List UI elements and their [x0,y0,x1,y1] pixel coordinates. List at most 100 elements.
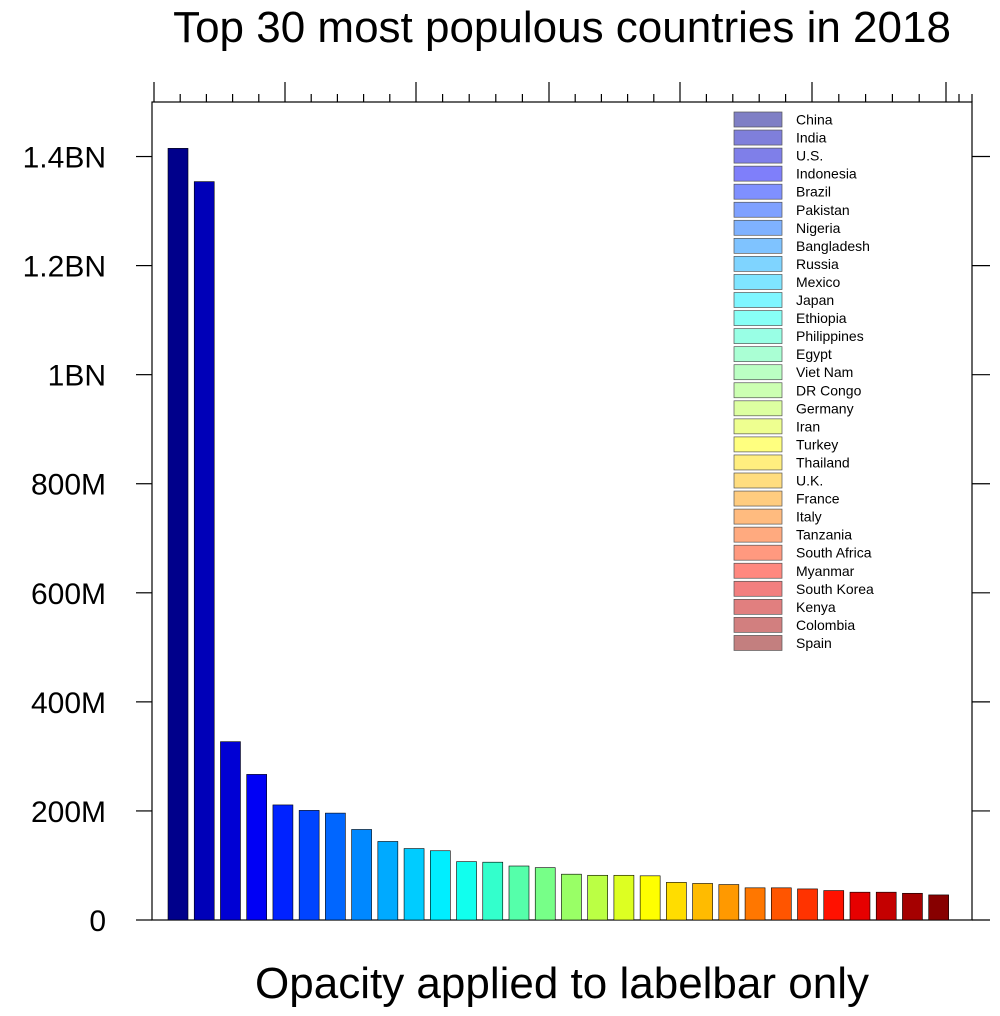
legend-label: Kenya [796,599,836,615]
legend-swatch [733,562,783,579]
legend-swatch [733,201,783,218]
bar [403,848,425,921]
legend-swatch [733,346,783,362]
legend-swatch [733,165,783,182]
legend-label: Myanmar [796,563,855,579]
y-tick-label: 800M [31,469,106,502]
bars [167,148,949,921]
legend-label: Viet Nam [796,364,853,380]
bar [325,812,346,921]
legend-swatch [733,472,783,489]
top-ticks [153,82,973,102]
legend-swatch [733,147,783,164]
bar [508,865,530,921]
y-tick-label: 600M [31,578,106,611]
legend-swatch [733,364,783,381]
y-tick-label: 1BN [48,360,106,393]
bar [561,873,582,921]
legend-label: Turkey [796,436,838,452]
legend-swatch [733,111,783,128]
y-tick-label: 1.2BN [23,251,106,284]
legend-label: Russia [796,256,839,272]
bar [692,883,713,921]
legend-label: Egypt [796,346,832,362]
bar [797,888,818,921]
legend-swatch [733,256,783,272]
legend-label: Japan [796,292,834,308]
y-axis: 0 200M 400M 600M 800M 1BN 1.2BN 1.4BN [23,142,990,938]
legend-swatch [733,508,783,525]
bar [298,810,320,921]
y-tick-label: 200M [31,796,106,829]
legend-label: Germany [796,400,854,416]
legend-swatch [733,129,783,146]
legend-swatch [733,400,783,417]
legend-label: Bangladesh [796,238,870,254]
bar [220,741,241,921]
legend-label: Nigeria [796,220,841,236]
legend-swatch [733,418,783,435]
legend-swatch [733,580,783,597]
bar [639,875,661,921]
legend-swatch [733,310,783,326]
bar [456,861,477,921]
legend-swatch [733,454,783,471]
legend-label: Ethiopia [796,310,847,326]
legend-label: South Africa [796,545,872,561]
bar [167,148,189,921]
bar [429,850,451,921]
legend-swatch [733,292,783,308]
bar [744,887,766,921]
bar [823,890,845,921]
legend-label: Brazil [796,184,831,200]
legend-label: China [796,112,833,128]
legend-swatch [733,328,783,344]
legend-swatch [733,183,783,200]
legend-label: Colombia [796,617,855,633]
legend-swatch [733,635,783,651]
legend-label: U.S. [796,148,823,164]
legend-label: Thailand [796,454,850,470]
bar [351,829,372,921]
bar [246,774,267,921]
bar [587,874,608,921]
legend-label: South Korea [796,581,874,597]
bar [272,804,294,921]
legend-swatch [733,598,783,615]
bar [902,892,923,921]
legend-label: Indonesia [796,166,857,182]
bar [718,884,740,921]
legend-swatch [733,238,783,254]
legend-label: Philippines [796,328,864,344]
legend-label: U.K. [796,473,823,489]
bar [928,894,949,921]
legend-label: DR Congo [796,382,862,398]
bar [482,861,504,921]
legend-swatch [733,274,783,290]
legend-label: Italy [796,509,822,525]
bar [377,841,399,921]
legend-label: Pakistan [796,202,850,218]
legend-swatch [733,219,783,236]
legend-label: Tanzania [796,527,852,543]
bar [770,887,792,921]
legend-swatch [733,526,783,543]
legend-swatch [733,436,783,453]
legend-swatch [733,617,783,633]
bar [875,891,897,921]
legend-swatch [733,544,783,561]
bar [666,882,687,921]
legend-label: India [796,130,827,146]
legend-label: Mexico [796,274,841,290]
y-tick-label: 0 [89,905,106,938]
bar [534,867,556,921]
x-axis-label: Opacity applied to labelbar only [255,959,869,1008]
bar [193,181,215,921]
legend: China India U.S. Indonesia Brazil Pakistan Nig… [733,111,874,651]
legend-label: France [796,491,840,507]
bar [613,874,635,921]
legend-swatch [733,382,783,399]
y-tick-label: 400M [31,687,106,720]
